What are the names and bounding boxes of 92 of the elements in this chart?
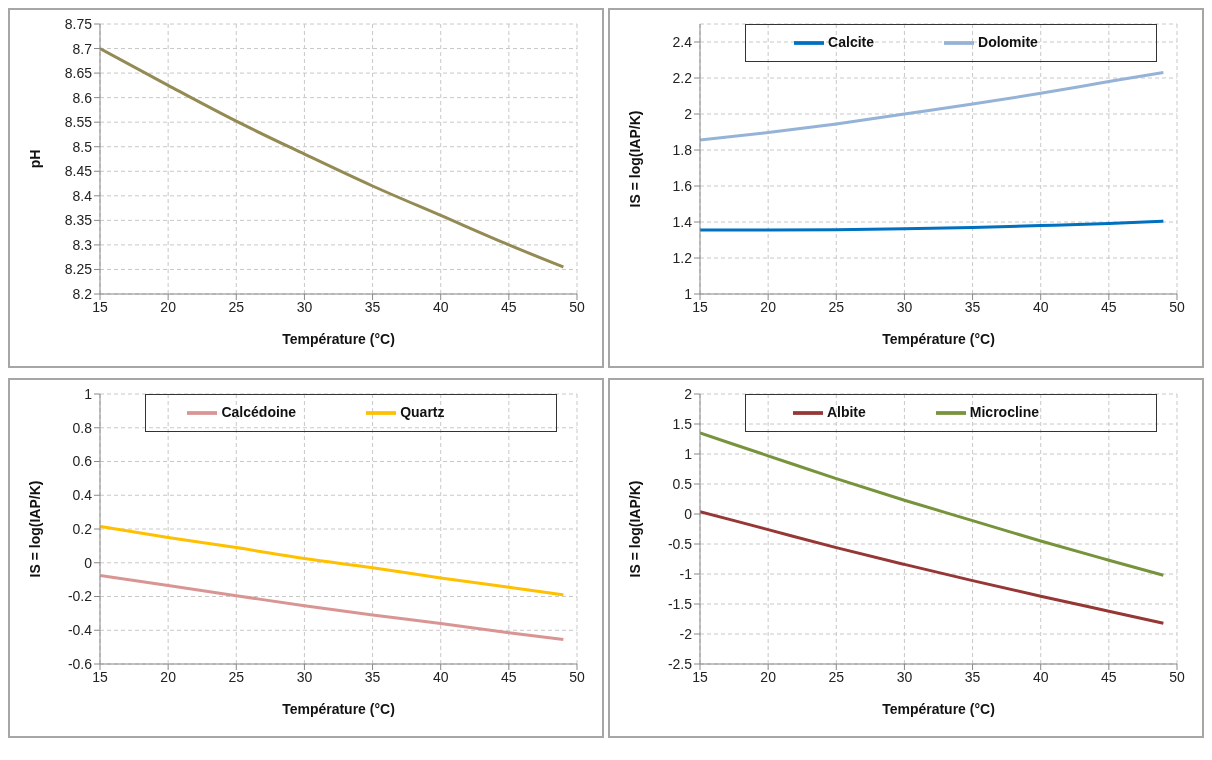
x-tick-label: 30 (296, 668, 313, 685)
x-tick-label: 25 (228, 668, 245, 685)
x-tick-label: 35 (964, 668, 981, 685)
x-tick-label: 20 (760, 668, 777, 685)
y-tick-label: -0.5 (667, 535, 693, 552)
y-tick-label: 8.75 (64, 15, 93, 32)
x-tick-label: 50 (569, 668, 585, 685)
line-series (100, 573, 565, 642)
x-tick-label: 25 (828, 668, 845, 685)
legend-label: Calcite (828, 33, 875, 50)
y-tick-label: -2.5 (667, 655, 693, 672)
x-tick-label: 40 (432, 668, 449, 685)
x-tick-label: 50 (569, 298, 585, 315)
x-tick-label: 25 (228, 298, 245, 315)
y-tick-label: 8.5 (72, 138, 93, 155)
x-tick-label: 45 (501, 668, 517, 685)
y-tick-label: -0.2 (67, 588, 93, 605)
x-tick-label: 25 (828, 298, 845, 315)
y-tick-label: 0.2 (72, 520, 93, 537)
y-tick-label: 8.7 (72, 40, 93, 57)
x-tick-label: 15 (692, 298, 708, 315)
y-tick-label: 8.55 (64, 114, 93, 131)
y-axis-title: IS = log(IAP/K) (626, 480, 643, 578)
y-tick-label: 8.65 (64, 65, 93, 82)
legend-label: Quartz (400, 403, 445, 420)
legend-label: Calcédoine (221, 403, 297, 420)
x-tick-label: 30 (896, 668, 913, 685)
y-tick-label: 8.2 (72, 285, 93, 302)
line-series (700, 71, 1165, 142)
x-tick-label: 15 (92, 298, 108, 315)
y-tick-label: 0.5 (672, 475, 693, 492)
y-tick-label: 1 (84, 385, 93, 402)
y-tick-label: 8.6 (72, 89, 93, 106)
y-tick-label: 8.45 (64, 163, 93, 180)
y-tick-label: 0.6 (72, 453, 93, 470)
x-tick-label: 15 (692, 668, 708, 685)
y-tick-label: -0.6 (67, 655, 93, 672)
y-tick-label: 8.25 (64, 261, 93, 278)
y-tick-label: 0.4 (72, 487, 93, 504)
x-tick-label: 40 (432, 298, 449, 315)
y-tick-label: -2 (679, 625, 693, 642)
x-tick-label: 50 (1169, 298, 1185, 315)
line-series (700, 431, 1165, 577)
x-axis-title: Température (°C) (882, 331, 995, 347)
y-tick-label: 2.2 (672, 69, 693, 86)
y-tick-label: 2 (684, 105, 693, 122)
x-tick-label: 35 (364, 298, 381, 315)
x-tick-label: 30 (896, 298, 913, 315)
y-tick-label: -1.5 (667, 595, 693, 612)
y-tick-label: 1.8 (672, 141, 693, 158)
x-tick-label: 45 (1101, 298, 1117, 315)
y-tick-label: 0 (84, 554, 93, 571)
x-tick-label: 40 (1032, 298, 1049, 315)
y-axis-title: IS = log(IAP/K) (626, 110, 643, 208)
y-tick-label: 1.2 (672, 249, 693, 266)
y-tick-label: 2 (684, 385, 693, 402)
legend-label: Microcline (969, 403, 1040, 420)
x-tick-label: 20 (160, 298, 177, 315)
y-tick-label: 1.5 (672, 415, 693, 432)
y-tick-label: 0 (684, 505, 693, 522)
x-tick-label: 45 (501, 298, 517, 315)
y-tick-label: 2.4 (672, 33, 693, 50)
y-axis-title: IS = log(IAP/K) (26, 480, 43, 578)
legend-label: Dolomite (978, 33, 1038, 50)
y-tick-label: 8.3 (72, 236, 93, 253)
x-axis-title: Température (°C) (882, 701, 995, 717)
y-tick-label: 8.35 (64, 212, 93, 229)
line-series (700, 510, 1165, 625)
y-tick-label: 1 (684, 285, 693, 302)
x-tick-label: 40 (1032, 668, 1049, 685)
x-tick-label: 35 (364, 668, 381, 685)
x-tick-label: 50 (1169, 668, 1185, 685)
y-tick-label: -0.4 (67, 622, 93, 639)
line-series (100, 524, 565, 597)
x-tick-label: 15 (92, 668, 108, 685)
y-tick-label: 1 (684, 445, 693, 462)
x-tick-label: 20 (160, 668, 177, 685)
x-axis-title: Température (°C) (282, 701, 395, 717)
x-tick-label: 30 (296, 298, 313, 315)
x-tick-label: 35 (964, 298, 981, 315)
y-tick-label: 0.8 (72, 419, 93, 436)
x-tick-label: 20 (760, 298, 777, 315)
y-tick-label: -1 (679, 565, 693, 582)
x-tick-label: 45 (1101, 668, 1117, 685)
line-series (700, 219, 1165, 232)
legend-label: Albite (826, 403, 866, 420)
y-tick-label: 1.4 (672, 213, 693, 230)
y-tick-label: 8.4 (72, 187, 93, 204)
x-axis-title: Température (°C) (282, 331, 395, 347)
line-series (100, 47, 565, 269)
y-axis-title: pH (26, 149, 43, 169)
y-tick-label: 1.6 (672, 177, 693, 194)
